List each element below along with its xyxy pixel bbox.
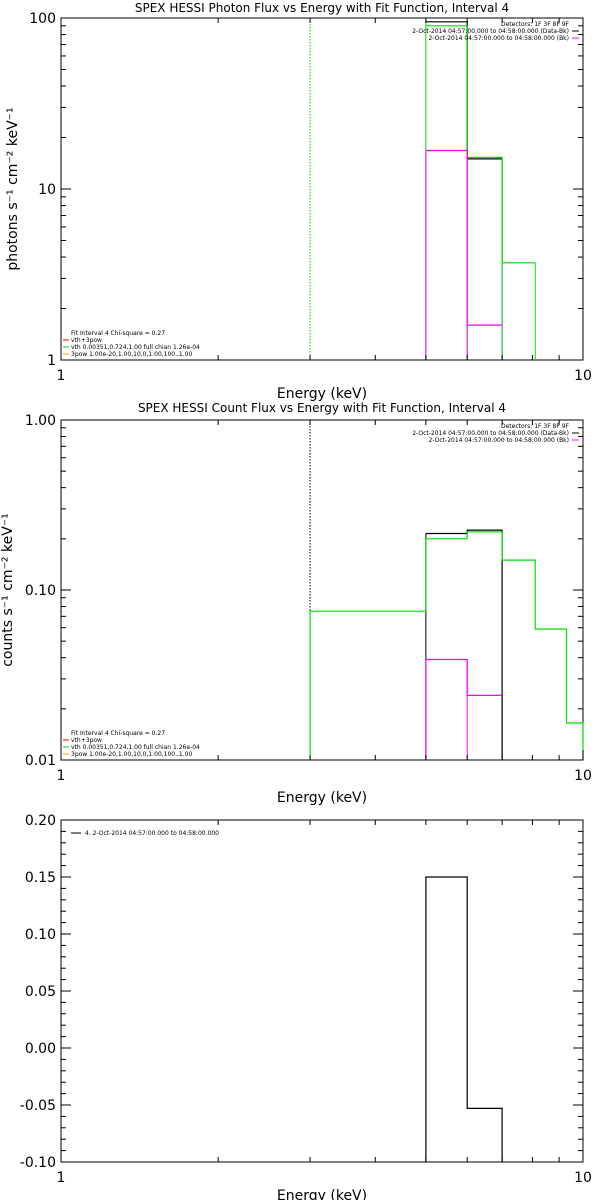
y-tick-label: 0.00 bbox=[25, 1041, 56, 1057]
legend-top-left: 4. 2-Oct-2014 04:57:00.000 to 04:58:00.0… bbox=[71, 830, 219, 837]
x-tick-label: 1 bbox=[57, 768, 66, 784]
x-tick-label: 1 bbox=[57, 368, 66, 384]
y-tick-label: -0.05 bbox=[20, 1098, 56, 1114]
legend-entry: vth 0.00351,0.724,1.00 full chian 1.26e-… bbox=[71, 744, 200, 751]
tick-layer: 1 10 1 10 100 bbox=[29, 11, 592, 384]
series-line-0 bbox=[425, 21, 503, 160]
x-axis-label: Energy (keV) bbox=[277, 790, 367, 806]
series-line-2 bbox=[425, 149, 503, 326]
x-tick-label: 10 bbox=[574, 1170, 592, 1186]
y-tick-label: 1 bbox=[47, 353, 56, 369]
series-line-0 bbox=[425, 529, 503, 760]
legend-entry: 2-Oct-2014 04:57:00.000 to 04:58:00.000 … bbox=[429, 437, 570, 444]
x-tick-label: 10 bbox=[574, 368, 592, 384]
legend-entry: 2-Oct-2014 04:57:00.000 to 04:58:00.000 … bbox=[429, 35, 570, 42]
series-line-2 bbox=[425, 658, 503, 697]
legend-entry: vth+3pow bbox=[71, 737, 102, 744]
y-tick-label: 10 bbox=[38, 182, 56, 198]
series-line-1 bbox=[425, 25, 536, 264]
x-axis-label: Energy (keV) bbox=[277, 386, 367, 402]
legend-top-right: Detectors: 1F 3F 8F 9F2-Oct-2014 04:57:0… bbox=[412, 423, 579, 444]
plot-frame bbox=[60, 17, 584, 361]
series-line-0 bbox=[425, 876, 503, 1162]
legend-entry: Detectors: 1F 3F 8F 9F bbox=[501, 423, 570, 430]
legend-entry: Detectors: 1F 3F 8F 9F bbox=[501, 21, 570, 28]
legend-bottom-left: Fit Interval 4 Chi-square = 0.27vth+3pow… bbox=[63, 330, 200, 358]
legend-entry: vth 0.00351,0.724,1.00 full chian 1.26e-… bbox=[71, 344, 200, 351]
y-tick-label: 0.15 bbox=[25, 870, 56, 886]
series-layer bbox=[309, 18, 536, 360]
series-line-1 bbox=[309, 531, 584, 760]
y-tick-label: 0.20 bbox=[25, 813, 56, 829]
legend-entry: 3pow 1.00e-20,1.00,10.0,1.00,100.,1.00 bbox=[71, 751, 192, 758]
x-tick-label: 1 bbox=[57, 1170, 66, 1186]
x-axis-label: Energy (keV) bbox=[277, 1188, 367, 1200]
y-tick-label: 0.10 bbox=[25, 927, 56, 943]
count-flux-panel: SPEX HESSI Count Flux vs Energy with Fit… bbox=[0, 401, 592, 806]
plot-frame bbox=[60, 419, 584, 761]
tick-layer: 1 10 -0.10 -0.05 0.00 0.05 0.10 0.15 0.20 bbox=[20, 813, 592, 1186]
y-tick-label: 0.10 bbox=[25, 583, 56, 599]
tick-layer: 1 10 0.01 0.10 1.00 bbox=[25, 413, 592, 784]
legend-entry: 4. 2-Oct-2014 04:57:00.000 to 04:58:00.0… bbox=[85, 830, 219, 837]
y-tick-label: 0.05 bbox=[25, 984, 56, 1000]
photon-flux-panel: SPEX HESSI Photon Flux vs Energy with Fi… bbox=[5, 1, 592, 402]
series-layer bbox=[309, 420, 584, 760]
y-tick-label: 1.00 bbox=[25, 413, 56, 429]
legend-entry: 2-Oct-2014 04:57:00.000 to 04:58:00.000 … bbox=[412, 28, 569, 35]
y-tick-label: 100 bbox=[29, 11, 56, 27]
legend-entry: vth+3pow bbox=[71, 337, 102, 344]
legend-top-right: Detectors: 1F 3F 8F 9F2-Oct-2014 04:57:0… bbox=[412, 21, 579, 42]
y-tick-label: 0.01 bbox=[25, 753, 56, 769]
panel-title: SPEX HESSI Count Flux vs Energy with Fit… bbox=[138, 401, 506, 415]
panel-title: SPEX HESSI Photon Flux vs Energy with Fi… bbox=[135, 1, 509, 15]
legend-bottom-left: Fit Interval 4 Chi-square = 0.27vth+3pow… bbox=[63, 730, 200, 758]
legend-entry: Fit Interval 4 Chi-square = 0.27 bbox=[71, 330, 165, 337]
series-layer bbox=[425, 876, 503, 1162]
residuals-panel: 1 10 -0.10 -0.05 0.00 0.05 0.10 0.15 0.20 Energy… bbox=[20, 813, 592, 1200]
legend-entry: 3pow 1.00e-20,1.00,10.0,1.00,100.,1.00 bbox=[71, 351, 192, 358]
y-axis-label: photons s⁻¹ cm⁻² keV⁻¹ bbox=[5, 107, 21, 270]
legend-entry: Fit Interval 4 Chi-square = 0.27 bbox=[71, 730, 165, 737]
y-axis-label: counts s⁻¹ cm⁻² keV⁻¹ bbox=[0, 513, 16, 667]
x-tick-label: 10 bbox=[574, 768, 592, 784]
y-tick-label: -0.10 bbox=[20, 1155, 56, 1171]
plot-frame bbox=[60, 819, 584, 1163]
legend-entry: 2-Oct-2014 04:57:00.000 to 04:58:00.000 … bbox=[412, 430, 569, 437]
